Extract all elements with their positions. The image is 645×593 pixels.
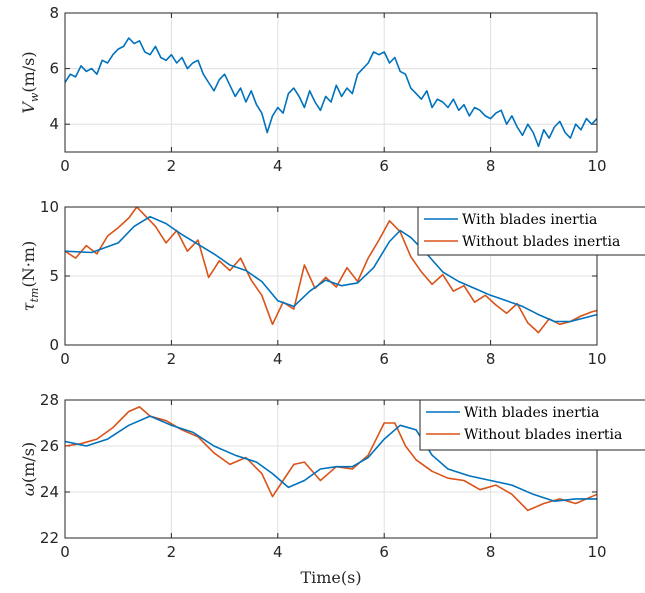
axes-box bbox=[64, 399, 598, 539]
axes-box bbox=[64, 206, 598, 346]
x-tick-label: 2 bbox=[167, 543, 177, 561]
x-tick-label: 4 bbox=[273, 543, 283, 561]
y-axis-label: Vw(m/s) bbox=[19, 51, 41, 113]
y-axis-label: τtm(N·m) bbox=[19, 241, 41, 311]
series-line-1 bbox=[65, 215, 597, 323]
x-axis-label: Time(s) bbox=[300, 568, 361, 587]
chart-panel-1: 0 2 4 6 8 10 4 6 8 Vw(m/s) bbox=[19, 4, 607, 175]
y-tick-label: 0 bbox=[49, 336, 59, 354]
y-axis-label: ω(m/s) bbox=[19, 442, 38, 496]
x-tick-label: 2 bbox=[167, 157, 177, 175]
y-tick-label: 26 bbox=[40, 437, 59, 455]
x-tick-label: 10 bbox=[587, 543, 606, 561]
x-tick-label: 4 bbox=[273, 350, 283, 368]
legend-entry-1: With blades inertia bbox=[464, 405, 599, 421]
x-tick-label: 8 bbox=[486, 350, 496, 368]
x-tick-label: 4 bbox=[273, 157, 283, 175]
x-tick-label: 0 bbox=[60, 543, 70, 561]
x-tick-label: 6 bbox=[379, 157, 389, 175]
y-tick-label: 22 bbox=[40, 529, 59, 547]
x-tick-label: 6 bbox=[379, 543, 389, 561]
y-tick-label: 28 bbox=[40, 391, 59, 409]
legend-box bbox=[419, 399, 645, 451]
x-tick-label: 8 bbox=[486, 157, 496, 175]
y-tick-label: 8 bbox=[49, 4, 59, 22]
series-line-1 bbox=[65, 37, 597, 148]
series-line-1 bbox=[65, 415, 597, 502]
x-tick-label: 8 bbox=[486, 543, 496, 561]
legend: With blades inertia Without blades inerti… bbox=[419, 399, 645, 451]
y-tick-label: 10 bbox=[40, 198, 59, 216]
legend: With blades inertia Without blades inerti… bbox=[417, 206, 645, 256]
x-tick-label: 10 bbox=[587, 350, 606, 368]
y-tick-label: 24 bbox=[40, 483, 59, 501]
legend-entry-1: With blades inertia bbox=[462, 212, 597, 228]
y-tick-label: 4 bbox=[49, 115, 59, 133]
y-tick-label: 6 bbox=[49, 60, 59, 78]
x-tick-label: 2 bbox=[167, 350, 177, 368]
axes-box bbox=[64, 12, 598, 153]
x-tick-label: 10 bbox=[587, 157, 606, 175]
legend-entry-2: Without blades inertia bbox=[464, 427, 622, 443]
y-tick-label: 5 bbox=[49, 267, 59, 285]
x-tick-label: 6 bbox=[379, 350, 389, 368]
legend-box bbox=[417, 206, 645, 256]
x-tick-label: 0 bbox=[60, 157, 70, 175]
x-tick-label: 0 bbox=[60, 350, 70, 368]
legend-entry-2: Without blades inertia bbox=[462, 234, 620, 250]
